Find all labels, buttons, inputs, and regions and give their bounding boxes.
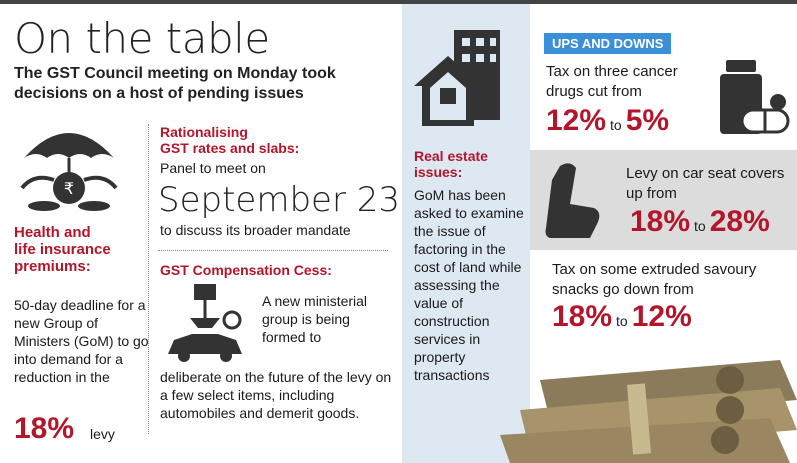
real-estate-heading: Real estate issues: xyxy=(414,148,488,180)
health-levy-word: levy xyxy=(90,426,115,442)
svg-text:₹: ₹ xyxy=(64,179,74,198)
cash-bundles-icon xyxy=(500,360,797,463)
to-word: to xyxy=(694,218,706,234)
cess-body-bottom: deliberate on the future of the levy on … xyxy=(160,369,392,421)
cancer-drugs-to: 5% xyxy=(625,104,670,137)
rationalising-date: September 23 xyxy=(158,180,401,220)
rationalising-body: Panel to meet on xyxy=(160,160,266,176)
car-seat-text: Levy on car seat covers up from xyxy=(626,165,785,202)
cancer-drugs-from: 12% xyxy=(546,104,607,137)
health-percent: 18% xyxy=(14,412,75,445)
health-heading-line2: life insurance xyxy=(14,241,111,258)
rationalising-heading-line1: Rationalising xyxy=(160,124,248,140)
column-divider xyxy=(148,124,149,434)
health-body: 50-day deadline for a new Group of Minis… xyxy=(14,297,149,385)
rationalising-heading: Rationalising GST rates and slabs: xyxy=(160,124,299,156)
car-seat-icon xyxy=(545,163,600,238)
health-heading: Health and life insurance premiums: xyxy=(14,224,144,275)
page-subtitle: The GST Council meeting on Monday took d… xyxy=(14,65,336,102)
cess-heading: GST Compensation Cess: xyxy=(160,262,332,278)
real-estate-heading-line1: Real estate xyxy=(414,148,488,164)
health-heading-line3: premiums: xyxy=(14,258,91,275)
car-seat-to: 28% xyxy=(709,205,770,238)
section-divider xyxy=(158,250,388,251)
cancer-drugs-rates: 12% to 5% xyxy=(546,104,669,138)
pill-bottle-icon xyxy=(720,60,790,134)
cess-body-top: A new ministerial group is being formed … xyxy=(262,293,368,345)
to-word: to xyxy=(610,117,622,133)
snacks-rates: 18% to 12% xyxy=(552,300,692,334)
rationalising-footer: to discuss its broader mandate xyxy=(160,222,351,238)
rationalising-heading-line2: GST rates and slabs: xyxy=(160,140,300,156)
page-title: On the table xyxy=(14,14,270,63)
umbrella-coins-icon: ₹ xyxy=(20,133,118,211)
car-seat-rates: 18% to 28% xyxy=(630,205,770,239)
crane-car-icon xyxy=(168,284,242,362)
snacks-from: 18% xyxy=(552,300,613,333)
health-heading-line1: Health and xyxy=(14,224,91,241)
cancer-drugs-text: Tax on three cancer drugs cut from xyxy=(546,63,678,100)
to-word: to xyxy=(616,313,628,329)
ups-downs-badge: UPS AND DOWNS xyxy=(544,33,672,54)
real-estate-body: GoM has been asked to examine the issue … xyxy=(414,187,524,383)
snacks-to: 12% xyxy=(631,300,692,333)
car-seat-from: 18% xyxy=(630,205,691,238)
snacks-text: Tax on some extruded savoury snacks go d… xyxy=(552,261,757,298)
real-estate-heading-line2: issues: xyxy=(414,164,463,180)
top-rule xyxy=(0,0,797,4)
building-house-icon xyxy=(414,30,500,126)
